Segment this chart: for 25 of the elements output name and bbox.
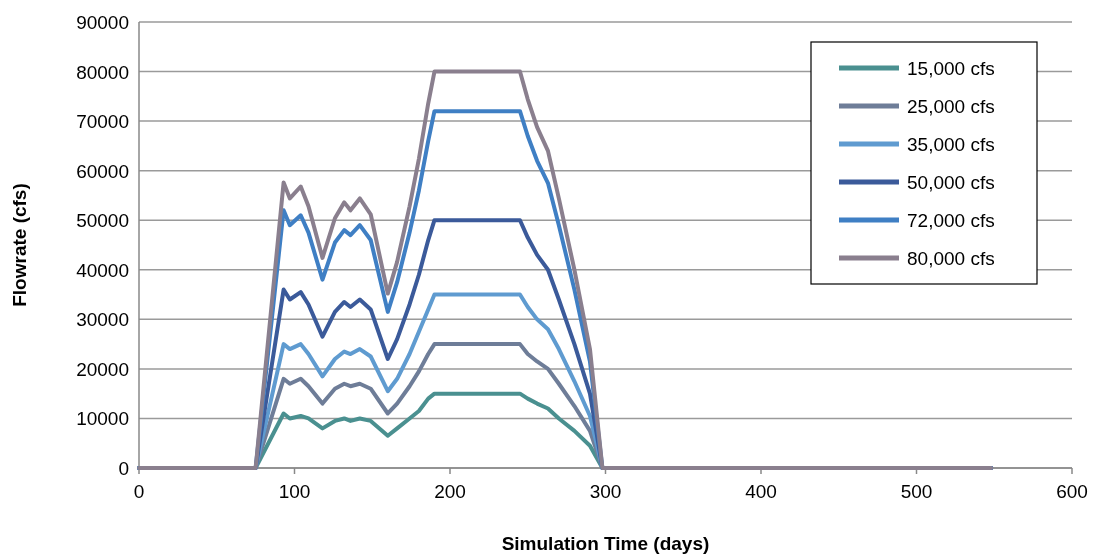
x-tick-label: 200: [434, 481, 466, 502]
y-tick-label: 50000: [76, 210, 129, 232]
y-tick-label: 40000: [76, 259, 129, 281]
y-tick-label: 20000: [76, 358, 129, 380]
x-axis-title: Simulation Time (days): [501, 533, 710, 554]
legend-label: 25,000 cfs: [907, 96, 995, 117]
y-tick-label: 0: [118, 458, 129, 479]
y-axis-title: Flowrate (cfs): [9, 183, 30, 307]
y-tick-label: 30000: [76, 309, 129, 331]
x-tick-label: 300: [589, 481, 622, 502]
x-tick-label: 100: [278, 481, 311, 502]
y-tick-label: 80000: [76, 61, 129, 83]
legend-label: 35,000 cfs: [907, 134, 995, 155]
legend-label: 50,000 cfs: [907, 172, 995, 193]
y-tick-label: 90000: [76, 12, 129, 33]
x-tick-label: 600: [1056, 481, 1088, 502]
x-tick-label: 500: [900, 481, 933, 502]
x-tick-label: 400: [745, 481, 777, 502]
y-tick-label: 70000: [76, 111, 129, 133]
legend-label: 80,000 cfs: [907, 248, 995, 269]
y-tick-label: 10000: [76, 408, 129, 430]
x-tick-label: 0: [133, 481, 145, 502]
legend-label: 15,000 cfs: [907, 58, 995, 79]
legend-label: 72,000 cfs: [907, 210, 995, 231]
y-tick-label: 60000: [76, 160, 129, 182]
